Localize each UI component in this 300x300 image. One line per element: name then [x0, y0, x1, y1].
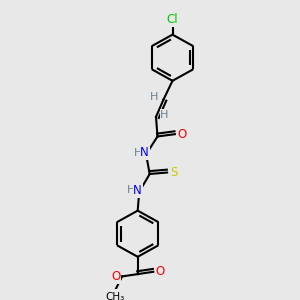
Text: O: O: [177, 128, 186, 141]
Text: N: N: [133, 184, 142, 197]
Text: S: S: [170, 166, 177, 179]
Text: N: N: [140, 146, 149, 159]
Text: CH₃: CH₃: [105, 292, 124, 300]
Text: H: H: [160, 110, 169, 119]
Text: H: H: [134, 148, 142, 158]
Text: O: O: [155, 265, 164, 278]
Text: H: H: [150, 92, 159, 102]
Text: H: H: [127, 185, 135, 195]
Text: O: O: [111, 270, 120, 283]
Text: Cl: Cl: [167, 13, 178, 26]
